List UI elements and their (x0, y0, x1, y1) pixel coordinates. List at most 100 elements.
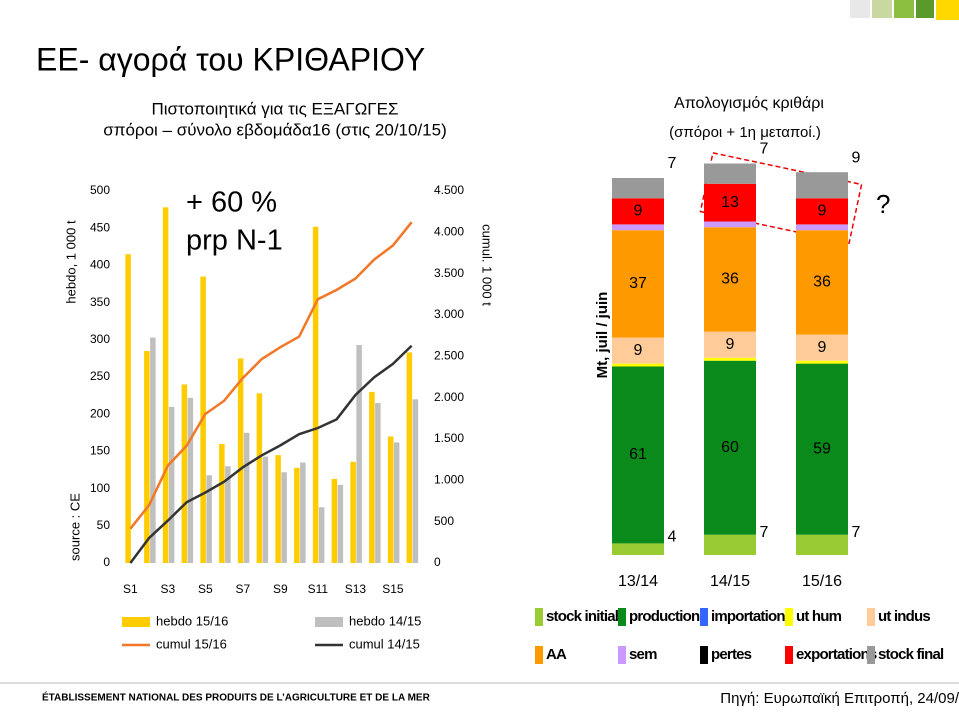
legend-label: hebdo 14/15 (349, 613, 421, 628)
y2-tick-label: 3.000 (434, 307, 464, 321)
y2-tick-label: 1.500 (434, 431, 464, 445)
y-axis-label: Mt, juil / juin (594, 292, 611, 379)
decor (850, 0, 870, 18)
bar-segment (612, 366, 664, 544)
bar (144, 350, 150, 563)
legend-label: ut indus (878, 608, 930, 625)
bar (125, 254, 131, 564)
y2-tick-label: 4.000 (434, 225, 464, 239)
bar (187, 397, 194, 563)
bar (162, 207, 169, 564)
bar-segment (612, 198, 664, 225)
bar (312, 226, 319, 563)
annotation: ? (876, 189, 890, 219)
legend-swatch (700, 646, 708, 664)
decor (936, 0, 959, 20)
x-tick-label: S11 (308, 582, 329, 596)
y-tick-label: 250 (90, 369, 110, 383)
annotation: prp N-1 (186, 225, 283, 257)
y-tick-label: 100 (90, 481, 110, 495)
bar-segment (796, 224, 848, 231)
x-tick-label: S3 (161, 582, 176, 596)
bar-segment (612, 224, 664, 231)
legend-swatch (785, 646, 793, 664)
y2-tick-label: 500 (434, 514, 454, 528)
y-tick-label: 150 (90, 444, 110, 458)
legend-swatch (122, 617, 150, 627)
bar (181, 384, 188, 563)
bar (294, 467, 300, 563)
bar-segment (796, 534, 848, 555)
bar (262, 456, 269, 563)
bar (318, 507, 325, 563)
x-tick-label: S13 (345, 582, 367, 596)
bar (331, 478, 338, 563)
bar (412, 399, 419, 563)
bar-segment (704, 163, 756, 184)
bar (243, 432, 250, 563)
data-label: 13 (721, 194, 739, 211)
decor (872, 0, 892, 18)
bar-segment (796, 172, 848, 199)
x-tick-label: S5 (198, 582, 213, 596)
legend-swatch (867, 646, 875, 664)
y-tick-label: 200 (90, 406, 110, 420)
legend-label: exportations (796, 646, 877, 663)
legend-swatch (618, 608, 626, 626)
data-label: 9 (634, 342, 643, 359)
source: Πηγή: Ευρωπαϊκή Επιτροπή, 24/09/ (720, 690, 959, 707)
data-label: 9 (852, 149, 861, 166)
bar (369, 391, 375, 563)
legend-label: cumul 14/15 (349, 636, 420, 651)
bar-segment (612, 230, 664, 338)
decor (916, 0, 934, 18)
data-label: 37 (629, 275, 647, 292)
y-tick-label: 450 (90, 220, 110, 234)
bar-segment (796, 198, 848, 225)
legend-label: sem (629, 646, 657, 663)
x-tick-label: 14/15 (710, 573, 750, 590)
line (129, 221, 413, 530)
legend-swatch (618, 646, 626, 664)
bar (375, 403, 381, 563)
decor (894, 0, 914, 18)
bar (300, 462, 306, 563)
bar (150, 337, 156, 563)
footer: ÉTABLISSEMENT NATIONAL DES PRODUITS DE L… (42, 691, 431, 704)
slide-title: ΕΕ- αγορά του ΚΡΙΘΑΡΙΟΥ (36, 41, 425, 77)
bar-segment (796, 334, 848, 361)
legend-swatch (785, 608, 793, 626)
legend-swatch (867, 608, 875, 626)
y-axis-label: hebdo, 1 000 t (63, 220, 78, 304)
legend-label: ut hum (796, 608, 842, 625)
bar (256, 393, 263, 563)
y2-tick-label: 0 (434, 555, 441, 569)
data-label: 4 (668, 528, 677, 545)
bar-segment (704, 331, 756, 358)
legend-label: stock final (878, 646, 944, 663)
y-tick-label: 50 (97, 518, 111, 532)
legend-label: stock initial (546, 608, 619, 625)
bar (275, 455, 281, 563)
y2-tick-label: 2.500 (434, 349, 464, 363)
bar-segment (612, 363, 664, 367)
y2-tick-label: 2.000 (434, 390, 464, 404)
bar (237, 358, 244, 563)
bar (350, 461, 356, 563)
bar (393, 442, 400, 563)
bar (219, 443, 225, 563)
bar (206, 475, 212, 563)
bar (387, 436, 394, 563)
x-tick-label: S1 (123, 582, 138, 596)
bar-segment (704, 183, 756, 222)
bar-segment (796, 360, 848, 364)
legend-swatch (535, 608, 543, 626)
legend-swatch (535, 646, 543, 664)
data-label: 59 (813, 440, 831, 457)
bar-segment (796, 230, 848, 335)
data-label: 7 (852, 524, 861, 541)
data-label: 9 (726, 336, 735, 353)
chart-title: Απολογισμός κριθάρι (674, 95, 824, 112)
bar (225, 466, 231, 563)
